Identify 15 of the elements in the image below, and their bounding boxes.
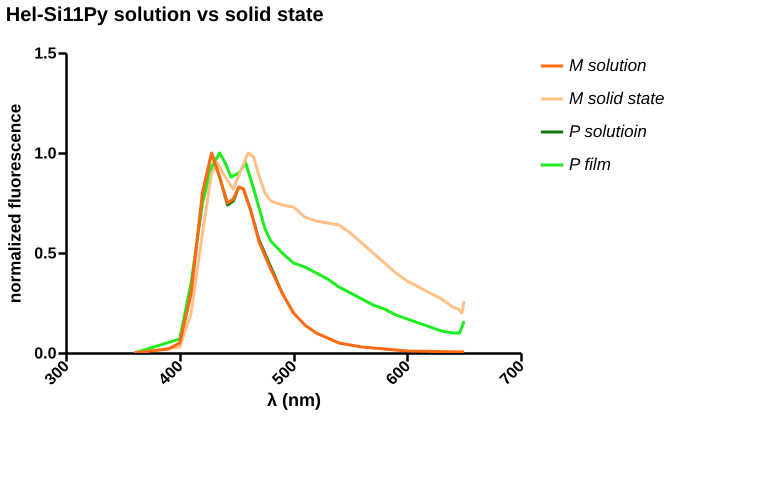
legend-label: P solutioin [569,122,647,141]
x-tick-label: 700 [496,358,528,389]
legend-label: M solution [569,56,646,75]
y-axis-title: normalized fluorescence [5,104,24,304]
x-tick-label: 500 [269,358,300,389]
x-tick-label: 600 [383,358,414,389]
legend-label: P film [569,155,611,174]
line-series [132,152,466,353]
legend-label: M solid state [569,89,664,108]
y-tick-label: 0.5 [34,246,57,262]
y-tick-label: 1.0 [34,146,57,162]
y-tick-label: 1.5 [34,46,57,62]
chart-title: Hel-Si11Py solution vs solid state [6,4,324,26]
x-axis-title: λ (nm) [267,390,322,410]
x-tick-label: 400 [156,358,187,389]
